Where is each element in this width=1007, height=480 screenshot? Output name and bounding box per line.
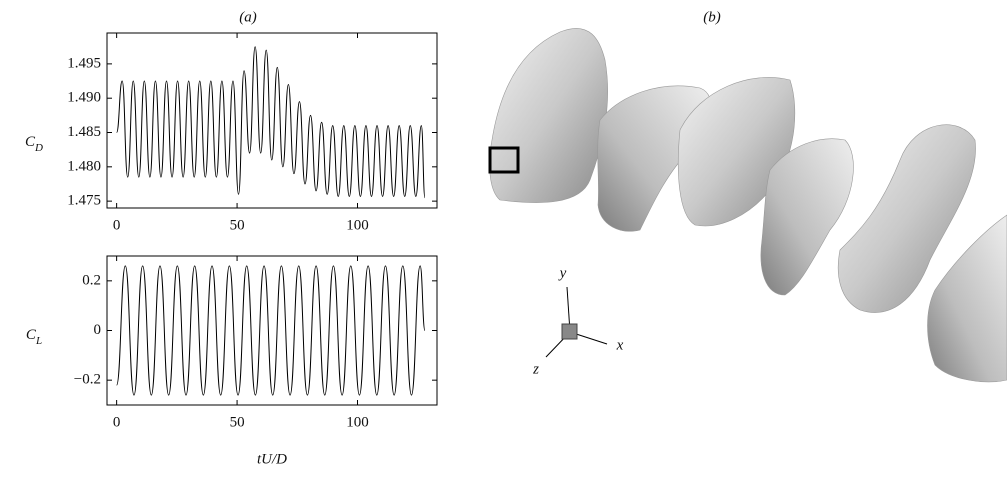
y-tick-label: 1.475 — [67, 193, 101, 209]
y-tick-label: 0.2 — [82, 272, 101, 288]
panel-label: (a) — [239, 9, 257, 25]
y-tick-label: −0.2 — [74, 372, 101, 388]
x-tick-label: 50 — [230, 414, 245, 430]
x-tick-label: 100 — [346, 414, 369, 430]
y-axis-label: CD — [25, 134, 43, 153]
y-tick-label: 1.495 — [67, 55, 101, 71]
x-tick-label: 0 — [113, 217, 121, 233]
y-tick-label: 1.485 — [67, 124, 101, 140]
panel-label: (b) — [703, 9, 721, 25]
y-tick-label: 0 — [94, 322, 102, 338]
triad-label: x — [616, 337, 624, 353]
plot-frame — [106, 32, 438, 209]
data-line — [116, 46, 426, 199]
x-tick-label: 100 — [346, 217, 369, 233]
y-tick-label: 1.480 — [67, 158, 101, 174]
y-tick-label: 1.490 — [67, 90, 101, 106]
axis-triad — [545, 286, 608, 358]
data-line — [116, 265, 426, 396]
x-axis-label: tU/D — [257, 451, 287, 467]
triad-label: y — [558, 265, 567, 281]
vortex-render — [488, 28, 1007, 383]
x-tick-label: 0 — [113, 414, 121, 430]
triad-label: z — [532, 361, 539, 377]
y-axis-label: CL — [26, 327, 42, 346]
x-tick-label: 50 — [230, 217, 245, 233]
